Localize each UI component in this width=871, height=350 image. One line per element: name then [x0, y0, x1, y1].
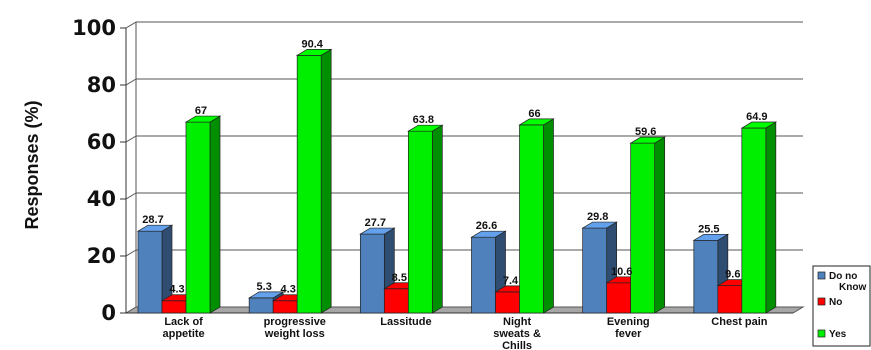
data-label: 4.3: [281, 284, 296, 296]
y-tick-label: 60: [87, 130, 116, 154]
y-tick-label: 100: [72, 16, 116, 40]
x-category-label: Evening fever: [607, 316, 650, 340]
bar-yes-5: [740, 121, 778, 314]
bar-do-no-know-0: [136, 224, 174, 314]
data-label: 25.5: [698, 223, 719, 235]
bar-yes-1: [295, 48, 333, 314]
gridline-depth: [125, 192, 137, 200]
gridline-depth: [125, 78, 137, 86]
y-axis-label: Responses (%): [22, 100, 42, 229]
data-label: 5.3: [257, 281, 272, 293]
data-label: 10.6: [611, 266, 632, 278]
data-label: 26.6: [476, 220, 497, 232]
data-label: 28.7: [142, 214, 163, 226]
bar-do-no-know-3: [470, 230, 507, 314]
data-label: 64.9: [746, 111, 767, 123]
data-label: 29.8: [587, 211, 608, 223]
gridline-depth: [125, 135, 137, 143]
x-category-label: Lassitude: [380, 316, 431, 328]
x-category-label: Chest pain: [711, 316, 768, 328]
x-category-label: Night sweats & Chills: [493, 316, 541, 350]
legend-swatch: [817, 329, 826, 338]
bar-yes-2: [407, 124, 444, 314]
legend-label: No: [829, 297, 842, 308]
legend-label: Do no Know: [829, 271, 866, 293]
data-label: 9.6: [725, 269, 740, 281]
legend-swatch: [817, 271, 826, 280]
data-label: 63.8: [413, 114, 434, 126]
bar-yes-4: [629, 136, 666, 314]
legend-label: Yes: [829, 329, 847, 340]
y-tick-label: 40: [87, 187, 116, 211]
legend-swatch: [817, 297, 826, 306]
bar-yes-0: [184, 115, 222, 314]
data-label: 8.5: [392, 272, 407, 284]
x-category-label: progressive weight loss: [264, 316, 326, 340]
gridline-depth: [125, 249, 137, 257]
data-label: 59.6: [635, 126, 656, 138]
data-label: 27.7: [365, 217, 386, 229]
data-label: 4.3: [169, 284, 184, 296]
y-tick-label: 0: [101, 301, 116, 325]
bar-yes-3: [518, 118, 555, 314]
y-tick-label: 80: [87, 73, 116, 97]
data-label: 90.4: [301, 38, 323, 50]
x-category-label: Lack of appetite: [162, 316, 204, 340]
data-label: 67: [195, 105, 207, 117]
data-label: 66: [528, 108, 540, 120]
data-label: 7.4: [503, 275, 519, 287]
gridline-depth: [125, 21, 137, 29]
y-tick-label: 20: [87, 244, 116, 268]
